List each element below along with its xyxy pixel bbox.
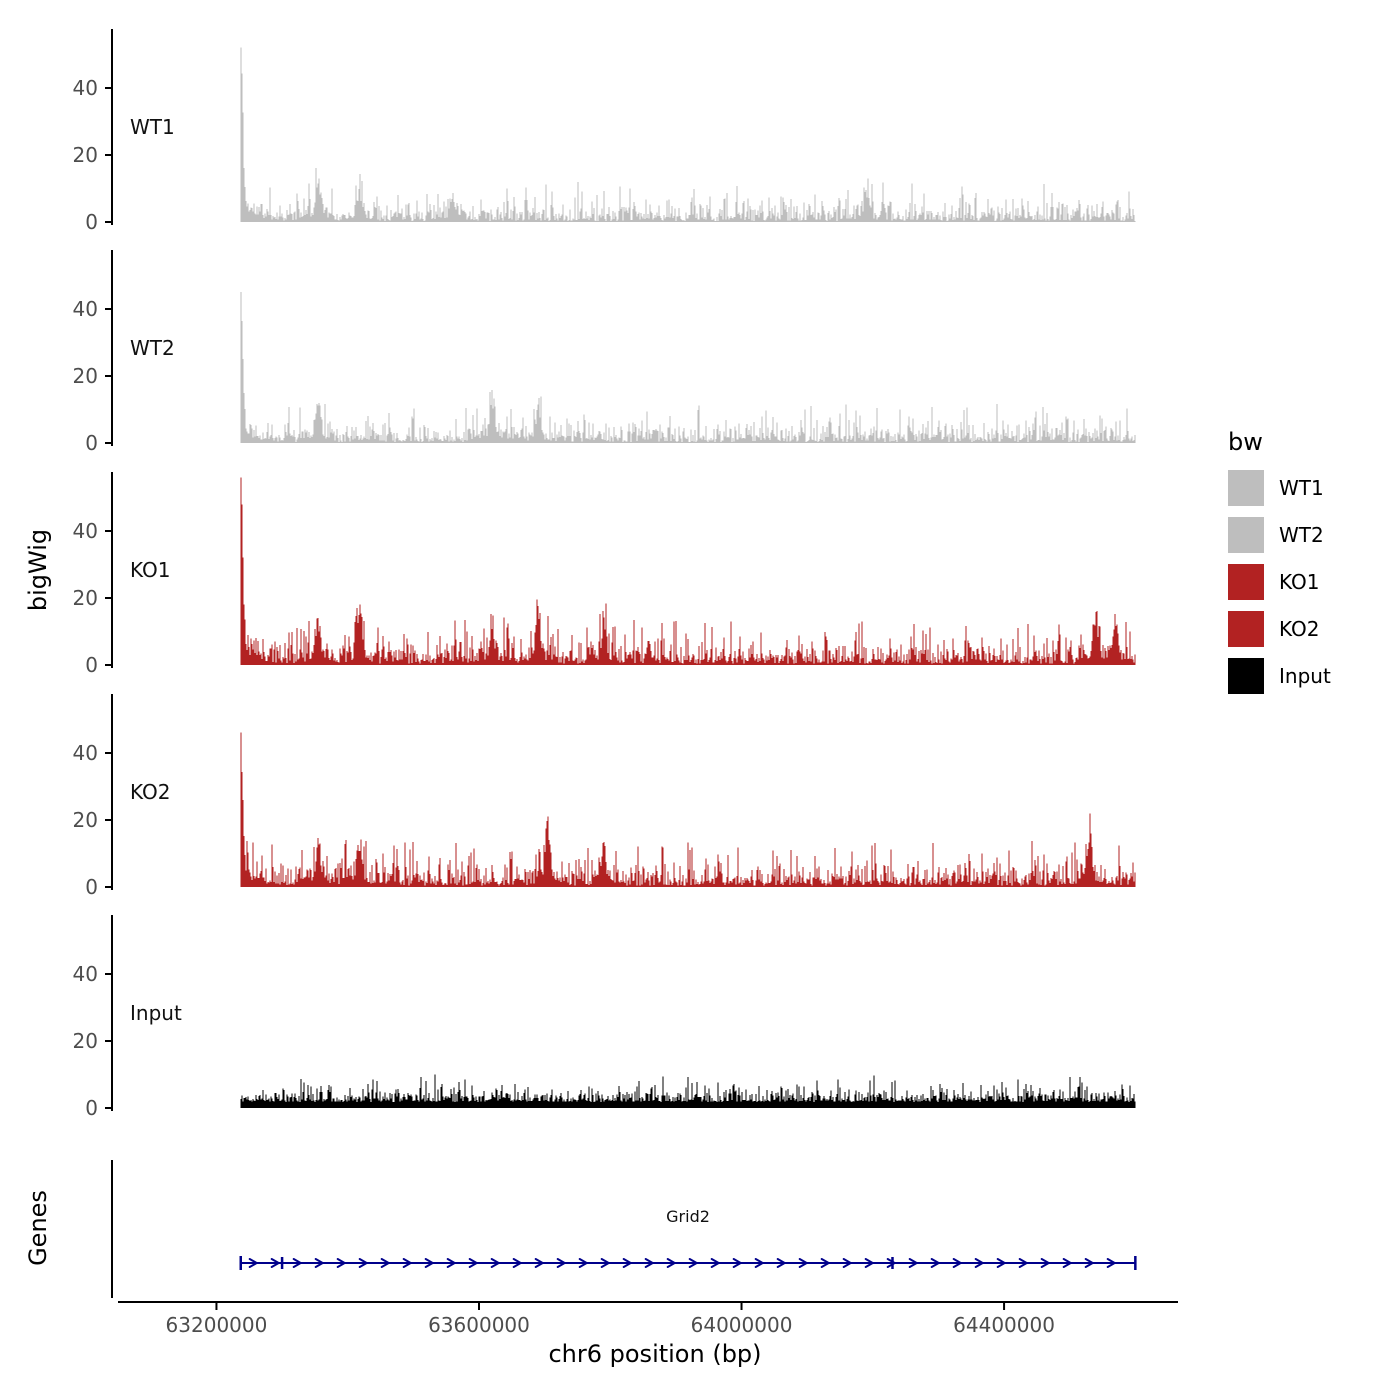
legend-swatch-WT1 <box>1228 470 1264 506</box>
legend-entries: WT1 WT2 KO1 KO2 Input <box>1228 470 1331 694</box>
track-label-KO2: KO2 <box>130 780 171 804</box>
y-tick-label: 0 <box>85 431 98 455</box>
gene-strand-arrows <box>248 1258 1116 1268</box>
track-label-WT2: WT2 <box>130 336 175 360</box>
legend-entry-label: WT2 <box>1279 523 1324 547</box>
legend-swatch-Input <box>1228 658 1264 694</box>
y-tick-label: 0 <box>85 210 98 234</box>
y-tick-label: 40 <box>73 962 98 986</box>
legend-entry-Input: Input <box>1228 658 1331 694</box>
y-tick-label: 0 <box>85 875 98 899</box>
legend-entry-label: KO1 <box>1279 570 1320 594</box>
y-tick-label: 0 <box>85 1096 98 1120</box>
signal-WT1 <box>240 47 1136 222</box>
legend-title: bw <box>1228 428 1263 456</box>
legend-entry-label: KO2 <box>1279 617 1320 641</box>
y-tick-label: 40 <box>73 297 98 321</box>
legend-entry-label: WT1 <box>1279 476 1324 500</box>
y-tick-label: 20 <box>73 143 98 167</box>
legend-entry-label: Input <box>1279 664 1331 688</box>
track-label-WT1: WT1 <box>130 115 175 139</box>
track-label-Input: Input <box>130 1001 182 1025</box>
legend-entry-WT1: WT1 <box>1228 470 1331 506</box>
y-tick-label: 20 <box>73 808 98 832</box>
genes-axis-title: Genes <box>24 1190 52 1266</box>
signal-Input <box>240 1074 1136 1108</box>
legend-entry-KO2: KO2 <box>1228 611 1331 647</box>
track-label-KO1: KO1 <box>130 558 171 582</box>
y-tick-label: 40 <box>73 76 98 100</box>
signal-WT2 <box>240 292 1136 443</box>
y-tick-label: 0 <box>85 653 98 677</box>
legend-entry-WT2: WT2 <box>1228 517 1331 553</box>
legend-entry-KO1: KO1 <box>1228 564 1331 600</box>
x-tick-label: 64400000 <box>953 1313 1055 1337</box>
x-tick-label: 64000000 <box>691 1313 793 1337</box>
y-tick-label: 40 <box>73 741 98 765</box>
y-tick-label: 20 <box>73 586 98 610</box>
x-axis-title: chr6 position (bp) <box>548 1340 762 1368</box>
signal-KO1 <box>240 477 1136 665</box>
y-tick-label: 20 <box>73 1029 98 1053</box>
signal-KO2 <box>240 732 1136 887</box>
x-tick-label: 63200000 <box>166 1313 268 1337</box>
y-tick-label: 40 <box>73 519 98 543</box>
y-tick-label: 20 <box>73 364 98 388</box>
legend-swatch-WT2 <box>1228 517 1264 553</box>
legend: bw WT1 WT2 KO1 KO2 Input <box>1228 428 1331 705</box>
legend-swatch-KO1 <box>1228 564 1264 600</box>
gene-name-label: Grid2 <box>666 1207 710 1226</box>
y-axis-title: bigWig <box>24 528 52 612</box>
x-tick-label: 63600000 <box>428 1313 530 1337</box>
legend-swatch-KO2 <box>1228 611 1264 647</box>
